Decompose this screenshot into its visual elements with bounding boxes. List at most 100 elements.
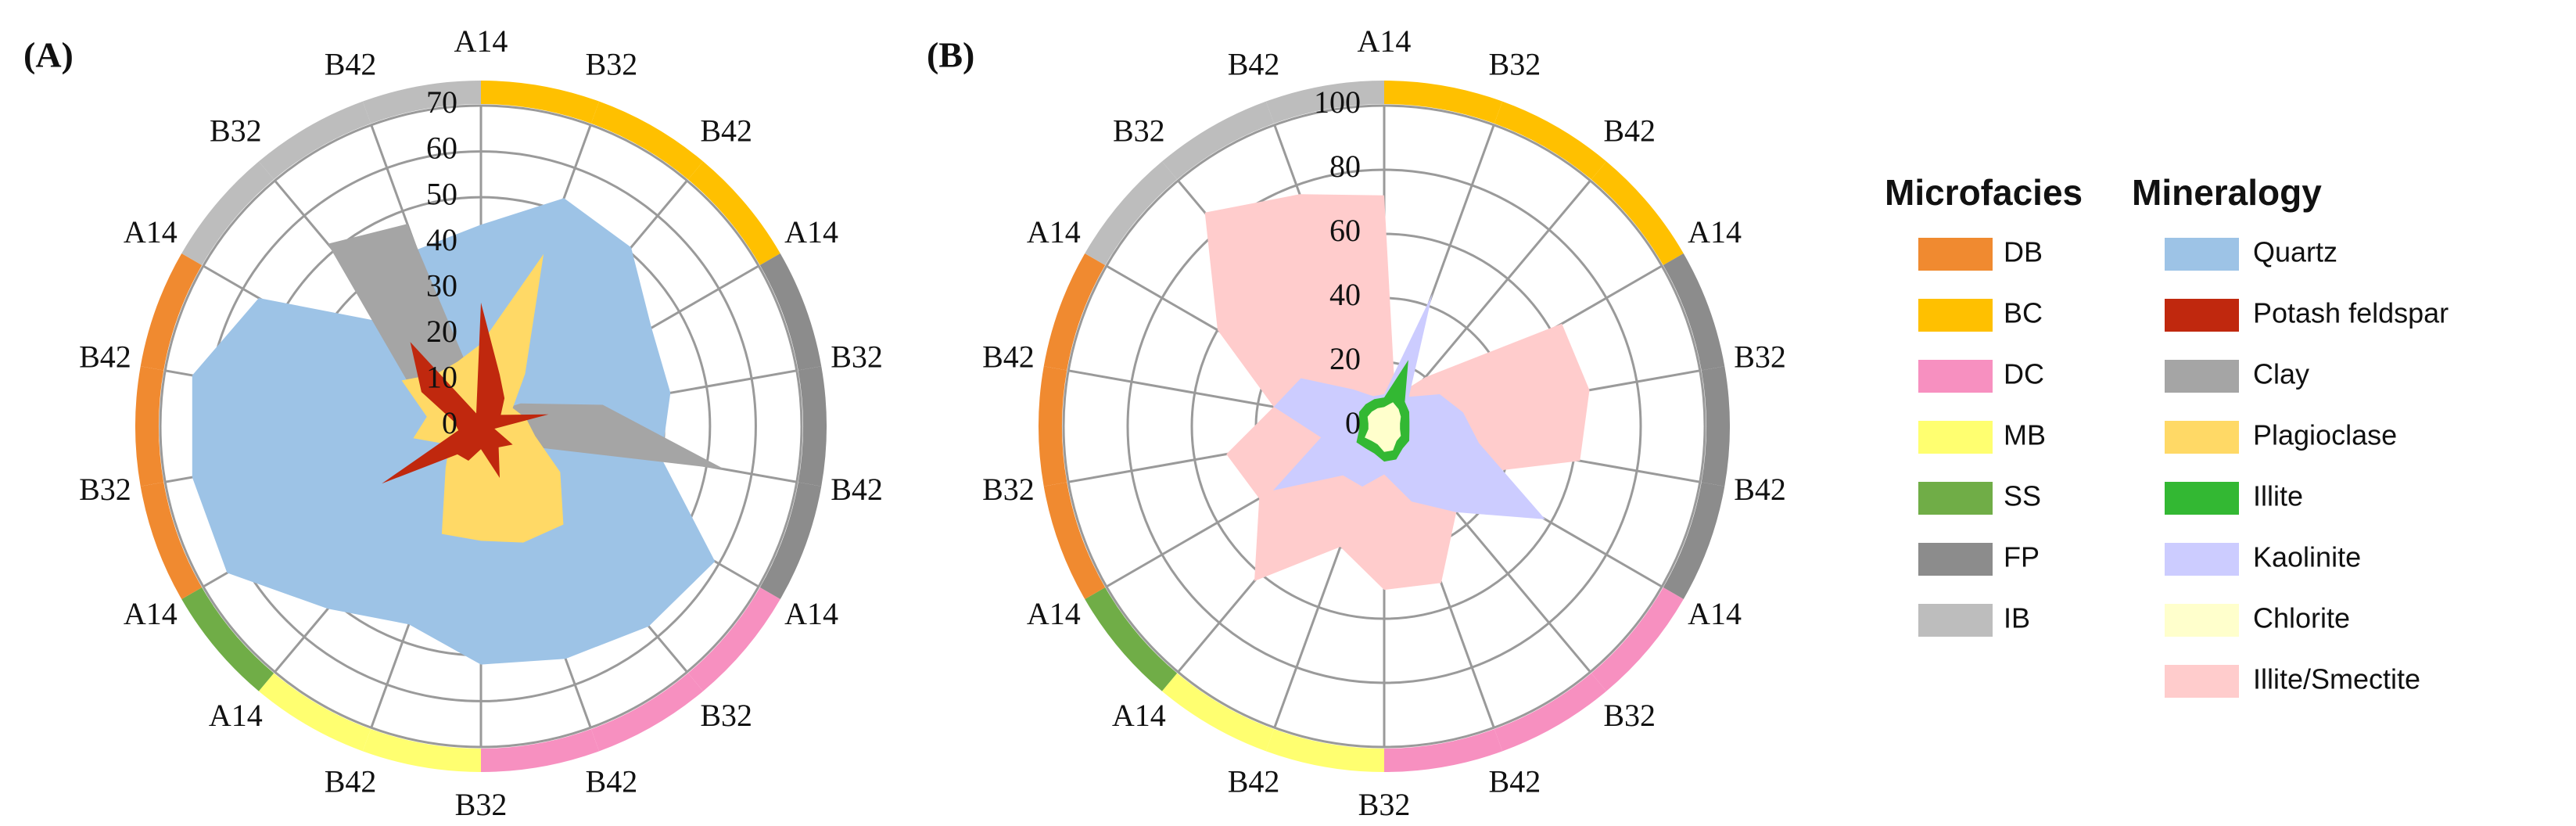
group-ring-segment [135, 366, 164, 487]
legend-swatch [1918, 360, 1993, 393]
category-label: B32 [700, 698, 752, 733]
legend-swatch [2165, 360, 2239, 393]
group-ring-segment [258, 101, 371, 180]
legend-swatch [1918, 604, 1993, 637]
r-tick-label: 20 [1329, 341, 1361, 376]
legend-label: Clay [2253, 358, 2309, 390]
category-label: B42 [1603, 113, 1656, 148]
category-label: B32 [210, 113, 262, 148]
group-ring-segment [1085, 161, 1178, 266]
category-label: B32 [586, 47, 638, 82]
category-label: A14 [1027, 596, 1081, 631]
series-area [1273, 293, 1545, 519]
legend-label: MB [2004, 419, 2046, 451]
group-ring-segment [480, 81, 600, 124]
group-ring-segment [1383, 729, 1503, 772]
group-ring-segment [687, 161, 780, 266]
group-ring-segment [1039, 366, 1067, 487]
category-label: B32 [982, 472, 1035, 507]
category-label: B42 [79, 339, 131, 374]
group-ring-segment [140, 482, 203, 599]
category-label: B42 [325, 764, 377, 799]
group-ring-segment [798, 366, 827, 487]
r-tick-label: 60 [426, 131, 457, 166]
group-ring-segment [140, 253, 203, 371]
legend-swatch [1918, 482, 1993, 515]
category-label: B42 [1228, 47, 1280, 82]
category-label: B42 [1489, 764, 1541, 799]
category-label: A14 [1027, 214, 1081, 250]
legend-swatch [2165, 238, 2239, 271]
legend-label: SS [2004, 480, 2041, 512]
group-ring-segment [1161, 101, 1275, 180]
legend-title: Mineralogy [2132, 172, 2322, 213]
category-label: A14 [454, 23, 508, 59]
legend-swatch [1918, 299, 1993, 332]
series-area [1204, 194, 1590, 591]
legend-label: FP [2004, 541, 2040, 573]
legend-title: Microfacies [1885, 172, 2083, 213]
legend-label: Illite/Smectite [2253, 663, 2420, 695]
category-label: A14 [124, 596, 178, 631]
group-ring-segment [1701, 366, 1730, 487]
legend-label: DB [2004, 236, 2043, 268]
legend-swatch [2165, 421, 2239, 454]
group-ring-segment [258, 673, 371, 752]
r-tick-label: 10 [426, 360, 457, 395]
group-ring-segment [1043, 253, 1106, 371]
category-label: B32 [455, 787, 508, 822]
category-label: B32 [1358, 787, 1411, 822]
group-ring-segment [480, 729, 600, 772]
category-label: A14 [1112, 698, 1166, 733]
category-label: A14 [1688, 596, 1742, 631]
legend-swatch [2165, 543, 2239, 576]
r-tick-label: 0 [442, 405, 457, 440]
series-area [382, 302, 549, 484]
legend-swatch [2165, 604, 2239, 637]
group-ring-segment [1085, 587, 1178, 691]
legend-label: Kaolinite [2253, 541, 2361, 573]
category-label: A14 [1688, 214, 1742, 250]
panel-label: (A) [23, 35, 74, 75]
category-label: B32 [79, 472, 131, 507]
r-tick-label: 60 [1329, 213, 1361, 248]
group-ring-segment [1591, 587, 1684, 691]
group-ring-segment [181, 161, 274, 266]
legend-swatch [1918, 421, 1993, 454]
category-label: A14 [784, 214, 838, 250]
legend-label: IB [2004, 602, 2030, 634]
r-tick-label: 80 [1329, 149, 1361, 184]
category-label: A14 [209, 698, 263, 733]
group-ring-segment [1043, 482, 1106, 599]
group-ring-segment [590, 673, 704, 752]
group-ring-segment [362, 729, 482, 772]
legend-label: BC [2004, 297, 2043, 329]
category-label: B42 [831, 472, 883, 507]
r-tick-label: 0 [1345, 405, 1361, 440]
legend-swatch [2165, 665, 2239, 698]
group-ring-segment [1383, 81, 1503, 124]
group-ring-segment [1494, 673, 1607, 752]
category-label: B42 [586, 764, 638, 799]
r-tick-label: 100 [1314, 84, 1361, 120]
legend-label: Plagioclase [2253, 419, 2397, 451]
category-label: B32 [831, 339, 883, 374]
group-ring-segment [1265, 729, 1385, 772]
category-label: B32 [1489, 47, 1541, 82]
series-area [328, 224, 725, 513]
category-label: B42 [700, 113, 752, 148]
category-label: B42 [1228, 764, 1280, 799]
legend-swatch [2165, 482, 2239, 515]
category-label: B32 [1603, 698, 1656, 733]
category-label: A14 [784, 596, 838, 631]
group-ring-segment [759, 482, 822, 599]
legend-label: DC [2004, 358, 2044, 390]
legend-label: Potash feldspar [2253, 297, 2449, 329]
legend-label: Illite [2253, 480, 2303, 512]
r-tick-label: 20 [426, 314, 457, 349]
group-ring-segment [1663, 482, 1725, 599]
group-ring-segment [1265, 81, 1385, 124]
category-label: B42 [982, 339, 1035, 374]
group-ring-segment [1663, 253, 1725, 371]
